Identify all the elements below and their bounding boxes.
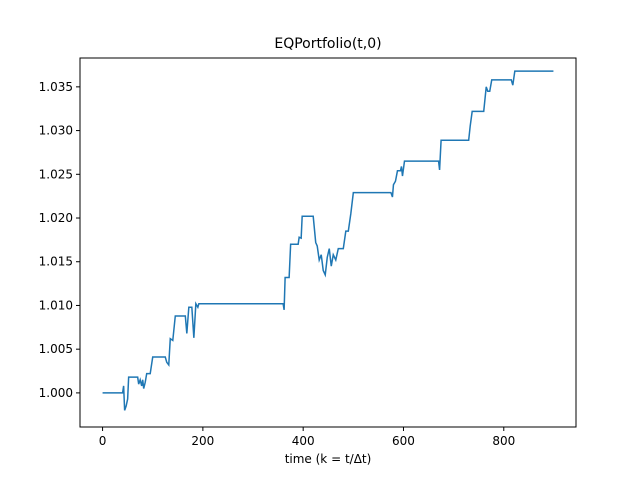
x-tick-label: 400 xyxy=(292,434,315,448)
x-tick-label: 0 xyxy=(99,434,107,448)
data-line xyxy=(102,70,554,411)
x-tick-label: 200 xyxy=(191,434,214,448)
y-tick-label: 1.030 xyxy=(39,124,73,138)
y-tick-label: 1.000 xyxy=(39,386,73,400)
y-tick-label: 1.005 xyxy=(39,342,73,356)
y-tick-label: 1.025 xyxy=(39,167,73,181)
y-tick-label: 1.020 xyxy=(39,211,73,225)
x-tick-label: 800 xyxy=(492,434,515,448)
y-tick-label: 1.010 xyxy=(39,298,73,312)
x-axis-label: time (k = t/Δt) xyxy=(285,452,372,466)
y-tick-label: 1.035 xyxy=(39,80,73,94)
plot-frame xyxy=(79,57,577,428)
x-tick-label: 600 xyxy=(392,434,415,448)
y-tick-label: 1.015 xyxy=(39,255,73,269)
chart-title: EQPortfolio(t,0) xyxy=(274,36,381,52)
